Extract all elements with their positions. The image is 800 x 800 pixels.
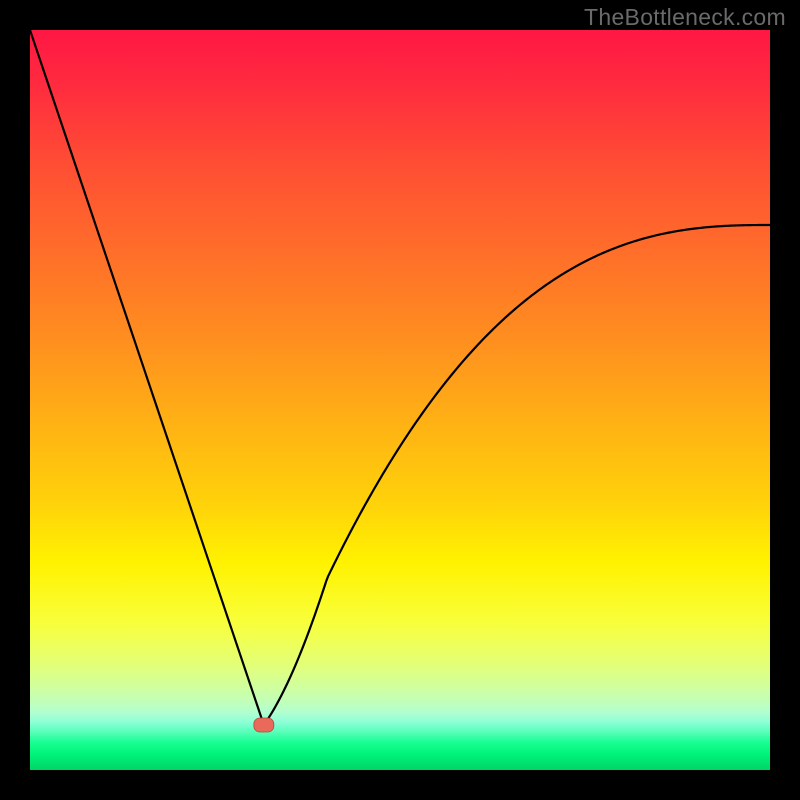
- optimum-marker: [254, 718, 274, 732]
- chart-stage: TheBottleneck.com: [0, 0, 800, 800]
- chart-svg: [0, 0, 800, 800]
- watermark-text: TheBottleneck.com: [584, 4, 786, 31]
- gradient-background: [30, 30, 770, 770]
